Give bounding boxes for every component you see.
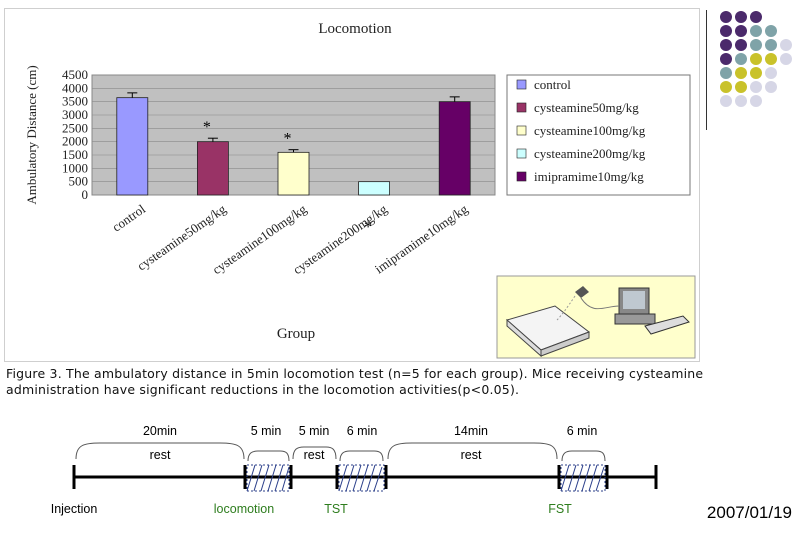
experiment-timeline: 20min 5 min 5 min 6 min 14min 6 min rest… [51,424,658,516]
y-tick-label: 1500 [62,147,88,162]
decor-dot [735,25,747,37]
bar [438,101,471,196]
decor-dot [765,81,777,93]
decor-dot [735,39,747,51]
decor-dot [720,39,732,51]
decor-dot [750,53,762,65]
locomotion-chart: Locomotion 05001000150020002500300035004… [24,21,696,359]
y-tick-label: 2000 [62,134,88,149]
decor-dot [735,95,747,107]
legend-swatch [516,171,527,182]
bar [358,181,391,196]
event-injection: Injection [51,502,98,516]
y-tick-label: 4500 [62,67,88,82]
duration-20min: 20min [143,424,177,438]
decor-divider [706,10,707,130]
date-stamp: 2007/01/19 [706,503,792,522]
y-tick-label: 3000 [62,107,88,122]
legend-swatch [516,102,527,113]
rest-label-1: rest [150,448,171,462]
decor-dot [735,81,747,93]
legend-swatch [516,79,527,90]
decor-dot [750,67,762,79]
brace-fst [561,450,606,462]
decor-dot [735,67,747,79]
decor-dot [765,25,777,37]
hatch-locomotion [246,464,290,492]
figure-caption: Figure 3. The ambulatory distance in 5mi… [6,366,746,398]
decor-dot [750,25,762,37]
significance-marker: * [284,131,292,148]
decor-dot [780,39,792,51]
event-locomotion: locomotion [214,502,274,516]
chart-title: Locomotion [318,21,392,37]
y-tick-label: 4000 [62,80,88,95]
y-axis-label: Ambulatory Distance (cm) [24,65,39,204]
decorative-dot-grid [720,11,792,107]
decor-dot [750,11,762,23]
x-axis-labels: controlcysteamine50mg/kgcysteamine100mg/… [109,201,471,277]
event-tst: TST [324,502,348,516]
decor-dot [720,81,732,93]
apparatus-illustration [496,275,696,359]
y-tick-label: 0 [82,187,89,202]
decor-dot [735,11,747,23]
bar [116,97,149,196]
y-tick-label: 3500 [62,94,88,109]
rest-label-3: rest [461,448,482,462]
y-tick-label: 1000 [62,160,88,175]
decor-dot [765,53,777,65]
decor-dot [735,53,747,65]
legend-label: control [534,77,571,92]
legend-swatch [516,125,527,136]
decor-dot [720,67,732,79]
hatch-fst [560,464,606,492]
decor-dot [750,95,762,107]
legend-label: imipramime10mg/kg [534,169,644,184]
x-axis-label: Group [277,326,315,342]
bar [277,151,310,196]
brace-rest-3 [387,442,558,460]
bar [196,141,229,196]
event-fst: FST [548,502,572,516]
brace-rest-1 [75,442,245,460]
hatch-tst [338,464,385,492]
caption-line-2: administration have significant reductio… [6,382,520,397]
legend: control cysteamine50mg/kg cysteamine100mg/… [516,77,646,184]
x-tick-label: control [109,201,148,235]
decor-dot [720,53,732,65]
brace-rest-2 [292,446,337,460]
decor-dot [765,39,777,51]
caption-line-1: Figure 3. The ambulatory distance in 5mi… [6,366,704,381]
y-tick-label: 2500 [62,120,88,135]
decor-dot [720,11,732,23]
brace-tst [339,450,384,462]
decor-dot [765,67,777,79]
significance-marker: * [203,119,211,136]
decor-dot [780,53,792,65]
decor-dot [750,81,762,93]
legend-label: cysteamine50mg/kg [534,100,639,115]
duration-5min-b: 5 min [299,424,330,438]
significance-marker: * [364,219,372,236]
decor-dot [720,25,732,37]
brace-loco [247,450,290,462]
legend-swatch [516,148,527,159]
duration-6min-b: 6 min [567,424,598,438]
legend-label: cysteamine100mg/kg [534,123,646,138]
bars: * * * [116,92,471,236]
duration-6min-a: 6 min [347,424,378,438]
decor-dot [750,39,762,51]
legend-label: cysteamine200mg/kg [534,146,646,161]
rest-label-2: rest [304,448,325,462]
duration-14min: 14min [454,424,488,438]
decor-dot [720,95,732,107]
legend-box [506,74,691,196]
y-tick-label: 500 [69,174,89,189]
duration-5min-a: 5 min [251,424,282,438]
